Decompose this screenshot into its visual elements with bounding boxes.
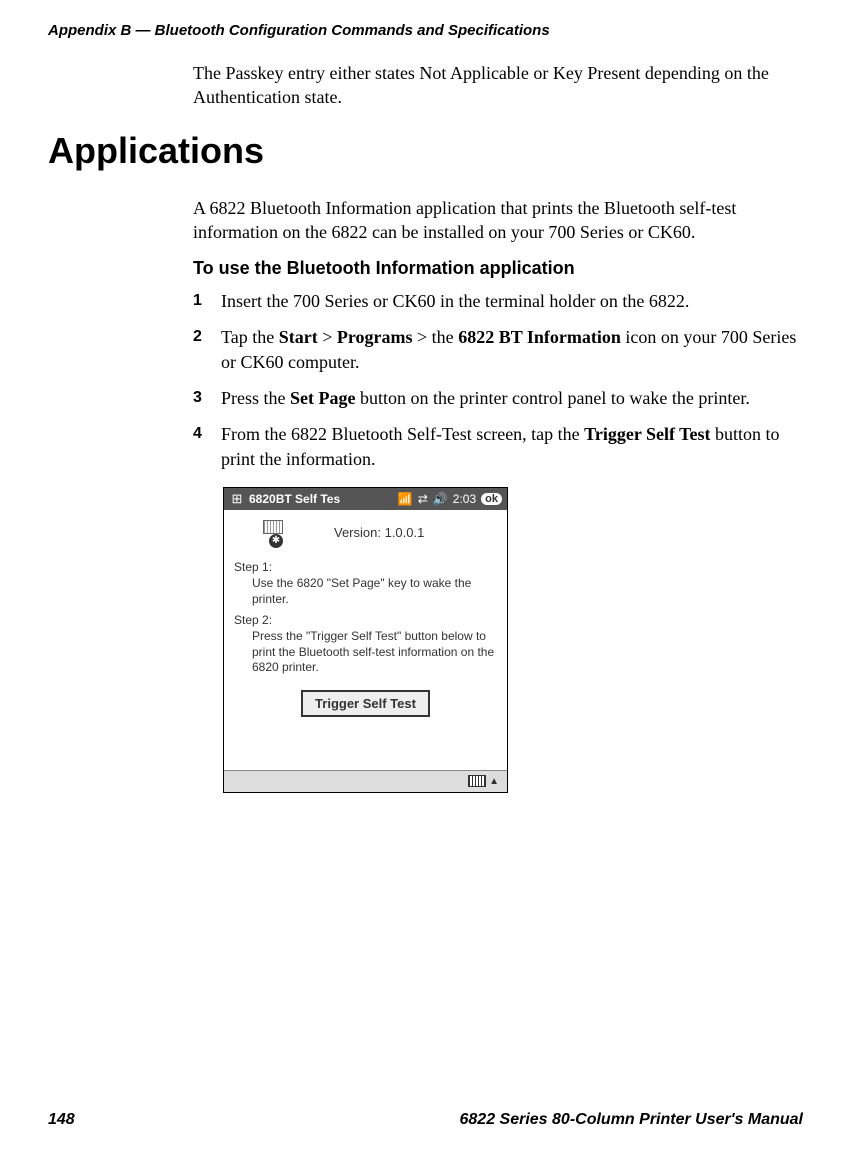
step-1: Insert the 700 Series or CK60 in the ter… (193, 289, 803, 313)
trigger-button-wrap: Trigger Self Test (234, 690, 497, 717)
bluetooth-icon: ✱ (269, 534, 283, 548)
version-text: Version: 1.0.0.1 (334, 525, 424, 540)
pda-step2-text: Press the "Trigger Self Test" button bel… (252, 629, 497, 676)
window-title: 6820BT Self Tes (249, 492, 340, 506)
manual-title: 6822 Series 80-Column Printer User's Man… (460, 1111, 804, 1129)
bt-info-label: 6822 BT Information (458, 327, 621, 347)
trigger-self-test-button[interactable]: Trigger Self Test (301, 690, 430, 717)
printer-bluetooth-icon: ✱ (259, 518, 289, 548)
applications-body: A 6822 Bluetooth Information application… (193, 196, 803, 245)
heading-to-use: To use the Bluetooth Information applica… (193, 258, 803, 279)
step-2-sep-1: > (318, 327, 337, 347)
pda-body: ✱ Version: 1.0.0.1 Step 1: Use the 6820 … (224, 510, 507, 770)
pda-step1-text: Use the 6820 "Set Page" key to wake the … (252, 576, 497, 607)
step-2-sep-2: > the (413, 327, 459, 347)
sync-icon: ⇄ (418, 492, 428, 506)
programs-label: Programs (337, 327, 413, 347)
step-3-text-c: button on the printer control panel to w… (355, 388, 749, 408)
step-list: Insert the 700 Series or CK60 in the ter… (193, 289, 803, 471)
start-label: Start (279, 327, 318, 347)
titlebar: ⊞ 6820BT Self Tes 📶 ⇄ 🔊 2:03 ok (224, 488, 507, 510)
speaker-icon: 🔊 (433, 492, 448, 506)
footer: 148 6822 Series 80-Column Printer User's… (48, 1111, 803, 1129)
status-icons: 📶 ⇄ 🔊 2:03 ok (398, 492, 502, 506)
ok-button[interactable]: ok (481, 493, 502, 505)
running-header: Appendix B — Bluetooth Configuration Com… (48, 22, 803, 39)
intro-paragraph: The Passkey entry either states Not Appl… (193, 61, 803, 110)
keyboard-icon[interactable] (468, 775, 486, 787)
trigger-self-test-label: Trigger Self Test (584, 424, 710, 444)
heading-applications: Applications (48, 130, 803, 172)
step-3: Press the Set Page button on the printer… (193, 386, 803, 410)
pda-step2-label: Step 2: (234, 613, 497, 627)
page-number: 148 (48, 1111, 75, 1129)
pda-window: ⊞ 6820BT Self Tes 📶 ⇄ 🔊 2:03 ok ✱ Versio… (223, 487, 508, 793)
step-3-text-a: Press the (221, 388, 290, 408)
arrow-up-icon[interactable]: ▲ (489, 776, 499, 787)
pda-screenshot: ⊞ 6820BT Self Tes 📶 ⇄ 🔊 2:03 ok ✱ Versio… (223, 487, 803, 793)
antenna-icon: 📶 (398, 492, 413, 506)
windows-logo-icon: ⊞ (229, 491, 245, 507)
step-2-text-a: Tap the (221, 327, 279, 347)
set-page-label: Set Page (290, 388, 355, 408)
step-4-text-a: From the 6822 Bluetooth Self-Test screen… (221, 424, 584, 444)
pda-bottom-bar: ▲ (224, 770, 507, 792)
step-4: From the 6822 Bluetooth Self-Test screen… (193, 422, 803, 471)
top-row: ✱ Version: 1.0.0.1 (234, 518, 497, 548)
pda-step1-label: Step 1: (234, 560, 497, 574)
clock: 2:03 (453, 492, 476, 506)
step-2: Tap the Start > Programs > the 6822 BT I… (193, 325, 803, 374)
